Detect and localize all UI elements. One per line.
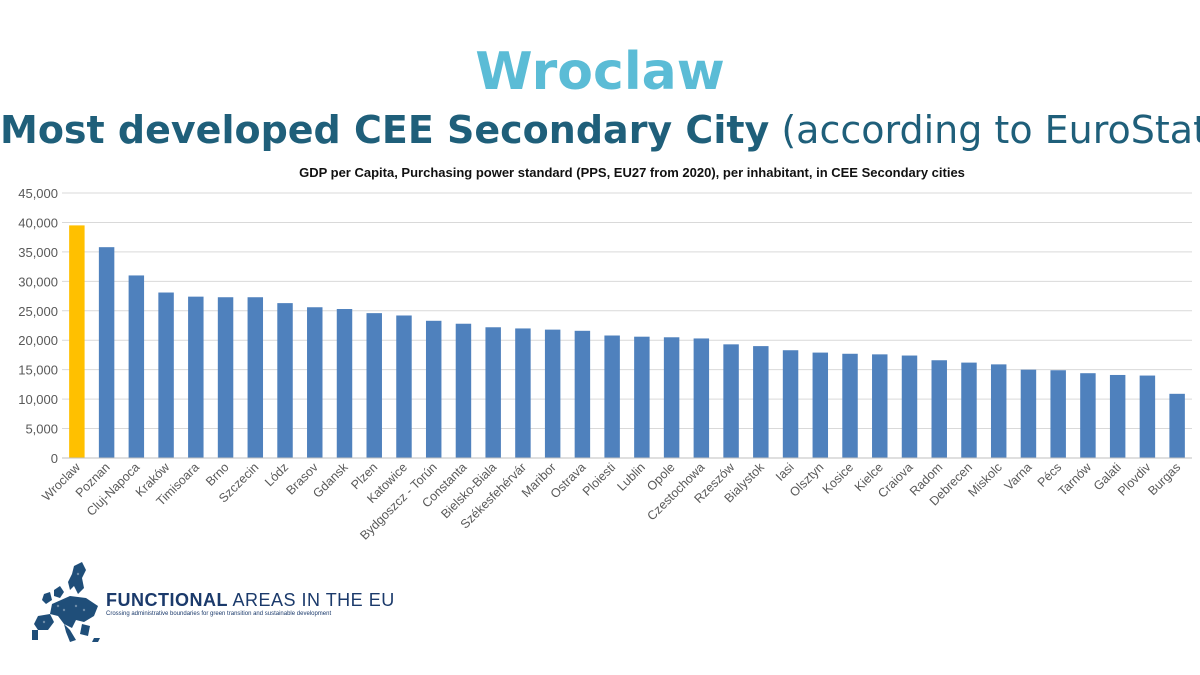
bar — [247, 297, 264, 458]
x-tick-label: Wroclaw — [39, 460, 83, 504]
eu-map-icon — [32, 562, 100, 642]
slide-title: Wroclaw — [475, 42, 725, 102]
bar — [604, 335, 620, 458]
bar — [990, 364, 1007, 458]
y-tick-label: 15,000 — [18, 363, 58, 378]
bar — [574, 330, 591, 458]
y-tick-label: 0 — [51, 451, 58, 466]
bar — [723, 344, 739, 458]
bar — [1139, 375, 1156, 458]
bar — [98, 247, 115, 458]
bar — [217, 297, 234, 458]
bar — [485, 327, 501, 458]
bar — [69, 225, 85, 458]
y-tick-label: 5,000 — [25, 422, 58, 437]
bar — [663, 337, 680, 458]
bar — [336, 309, 353, 458]
x-tick-label: Olsztyn — [787, 460, 826, 499]
subtitle-bold-part: Most developed CEE Secondary City — [0, 108, 770, 152]
bar — [634, 336, 650, 458]
x-tick-label: Kosice — [820, 460, 856, 496]
bar — [961, 362, 977, 458]
footer-tagline: Crossing administrative boundaries for g… — [106, 611, 332, 617]
subtitle-rest-part: (according to EuroStat) — [769, 108, 1200, 152]
y-tick-label: 20,000 — [18, 333, 58, 348]
bar — [366, 313, 382, 458]
y-tick-label: 10,000 — [18, 392, 58, 407]
bar — [901, 355, 918, 458]
bar — [1169, 393, 1185, 458]
y-tick-label: 30,000 — [18, 274, 58, 289]
x-tick-label: Plovdiv — [1115, 460, 1154, 499]
footer-brand: FUNCTIONAL AREAS IN THE EU — [106, 590, 395, 611]
bar — [307, 307, 323, 458]
footer-brand-bold: FUNCTIONAL — [106, 590, 228, 610]
bar — [1050, 370, 1066, 458]
bar — [1109, 374, 1126, 458]
bar — [515, 328, 531, 458]
bar — [931, 360, 947, 458]
bar — [158, 292, 174, 458]
bar — [693, 338, 710, 458]
x-tick-label: Burgas — [1145, 460, 1183, 498]
footer-brand-rest: AREAS IN THE EU — [227, 590, 395, 610]
bar — [455, 323, 472, 458]
bar — [396, 315, 412, 458]
x-tick-label: Ploiesti — [580, 460, 618, 498]
bar — [1080, 373, 1096, 458]
bar-chart: 0 5,000 10,000 15,000 20,000 25,000 30,000 35,0… — [18, 186, 1192, 543]
y-tick-label: 40,000 — [18, 215, 58, 230]
bar — [544, 329, 561, 458]
x-tick-label: Iasi — [773, 460, 797, 484]
bar — [842, 353, 858, 458]
bar — [425, 320, 442, 458]
bar — [277, 303, 293, 458]
y-tick-label: 35,000 — [18, 245, 58, 260]
bar — [872, 354, 888, 458]
x-tick-label: Lublin — [614, 460, 648, 494]
x-tick-label: Tarnów — [1056, 460, 1095, 499]
bar — [128, 275, 145, 458]
chart-title: GDP per Capita, Purchasing power standar… — [299, 165, 965, 180]
bar — [753, 346, 769, 458]
x-tick-label: Varna — [1002, 460, 1035, 493]
bar — [1020, 369, 1037, 458]
x-tick-label: Miskolc — [965, 460, 1004, 499]
y-tick-label: 45,000 — [18, 186, 58, 201]
bar — [812, 352, 829, 458]
bar — [782, 350, 799, 458]
slide-subtitle: Most developed CEE Secondary City (accor… — [0, 104, 1200, 156]
bar — [188, 296, 204, 458]
y-tick-label: 25,000 — [18, 304, 58, 319]
